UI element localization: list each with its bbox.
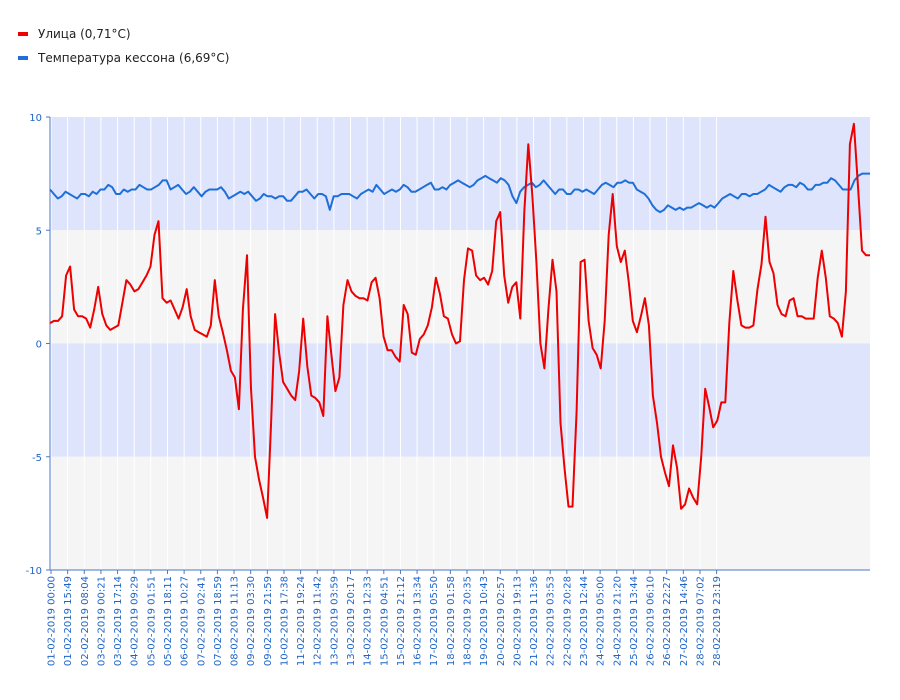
x-tick-label: 15-02-2019 04:51 xyxy=(379,576,390,666)
x-tick-label: 13-02-2019 20:17 xyxy=(346,576,357,666)
x-tick-label: 10-02-2019 17:38 xyxy=(279,576,290,666)
x-tick-label: 26-02-2019 22:27 xyxy=(662,576,673,666)
x-tick-label: 18-02-2019 01:58 xyxy=(446,576,457,666)
x-tick-label: 07-02-2019 02:41 xyxy=(196,576,207,666)
plot-band xyxy=(50,117,870,231)
x-tick-label: 08-02-2019 11:13 xyxy=(230,576,241,666)
x-tick-label: 22-02-2019 20:28 xyxy=(562,576,573,666)
plot-bands xyxy=(50,117,870,570)
y-tick-label: 0 xyxy=(36,340,42,351)
plot-band xyxy=(50,230,870,344)
legend-label-caisson: Температура кессона (6,69°C) xyxy=(38,51,230,65)
x-tick-label: 27-02-2019 14:46 xyxy=(679,576,690,666)
x-tick-label: 26-02-2019 06:10 xyxy=(646,576,657,666)
series-line-street xyxy=(49,122,870,519)
legend-swatch-street xyxy=(18,32,28,36)
legend-swatch-caisson xyxy=(18,56,28,60)
x-tick-label: 04-02-2019 09:29 xyxy=(130,576,141,666)
legend: Улица (0,71°C) Температура кессона (6,69… xyxy=(18,22,229,70)
x-tick-labels: 01-02-2019 00:00 01-02-2019 15:49 02-02-20… xyxy=(47,570,723,666)
x-tick-label: 16-02-2019 13:34 xyxy=(413,576,424,666)
plot-band xyxy=(50,343,870,457)
x-tick-label: 05-02-2019 18:11 xyxy=(163,576,174,666)
y-tick-labels: 10 5 0 -5 -10 xyxy=(26,113,50,577)
x-tick-label: 05-02-2019 01:51 xyxy=(146,576,157,666)
plot-band xyxy=(50,456,870,570)
x-tick-label: 02-02-2019 08:04 xyxy=(80,576,91,666)
x-tick-label: 15-02-2019 21:12 xyxy=(396,576,407,666)
x-tick-label: 28-02-2019 23:19 xyxy=(712,576,723,666)
x-tick-label: 14-02-2019 12:33 xyxy=(363,576,374,666)
x-tick-label: 13-02-2019 03:59 xyxy=(329,576,340,666)
y-tick-label: 10 xyxy=(29,113,42,124)
x-tick-label: 06-02-2019 10:27 xyxy=(180,576,191,666)
x-tick-label: 24-02-2019 05:00 xyxy=(596,576,607,666)
x-tick-label: 18-02-2019 20:35 xyxy=(463,576,474,666)
y-tick-label: -10 xyxy=(26,566,42,577)
x-tick-label: 22-02-2019 03:53 xyxy=(546,576,557,666)
x-tick-label: 28-02-2019 07:02 xyxy=(695,576,706,666)
x-tick-label: 21-02-2019 11:36 xyxy=(529,576,540,666)
legend-label-street: Улица (0,71°C) xyxy=(38,27,131,41)
legend-item-street: Улица (0,71°C) xyxy=(18,22,229,46)
x-tick-label: 01-02-2019 00:00 xyxy=(47,576,58,666)
x-tick-label: 07-02-2019 18:59 xyxy=(213,576,224,666)
x-tick-label: 09-02-2019 03:30 xyxy=(246,576,257,666)
x-tick-label: 20-02-2019 02:57 xyxy=(496,576,507,666)
y-tick-label: 5 xyxy=(36,226,42,237)
legend-item-caisson: Температура кессона (6,69°C) xyxy=(18,46,229,70)
x-tick-label: 03-02-2019 00:21 xyxy=(96,576,107,666)
x-tick-label: 03-02-2019 17:14 xyxy=(113,576,124,666)
x-tick-label: 20-02-2019 19:13 xyxy=(512,576,523,666)
x-tick-label: 09-02-2019 21:59 xyxy=(263,576,274,666)
x-tick-label: 11-02-2019 19:24 xyxy=(296,576,307,666)
x-tick-label: 24-02-2019 21:20 xyxy=(612,576,623,666)
x-tick-label: 19-02-2019 10:43 xyxy=(479,576,490,666)
x-tick-label: 23-02-2019 12:44 xyxy=(579,576,590,666)
y-tick-label: -5 xyxy=(32,453,42,464)
x-tick-label: 12-02-2019 11:42 xyxy=(313,576,324,666)
series-lines xyxy=(49,122,870,519)
x-tick-label: 01-02-2019 15:49 xyxy=(63,576,74,666)
series-line-caisson xyxy=(49,172,870,214)
x-tick-label: 25-02-2019 13:44 xyxy=(629,576,640,666)
x-tick-label: 17-02-2019 05:50 xyxy=(429,576,440,666)
